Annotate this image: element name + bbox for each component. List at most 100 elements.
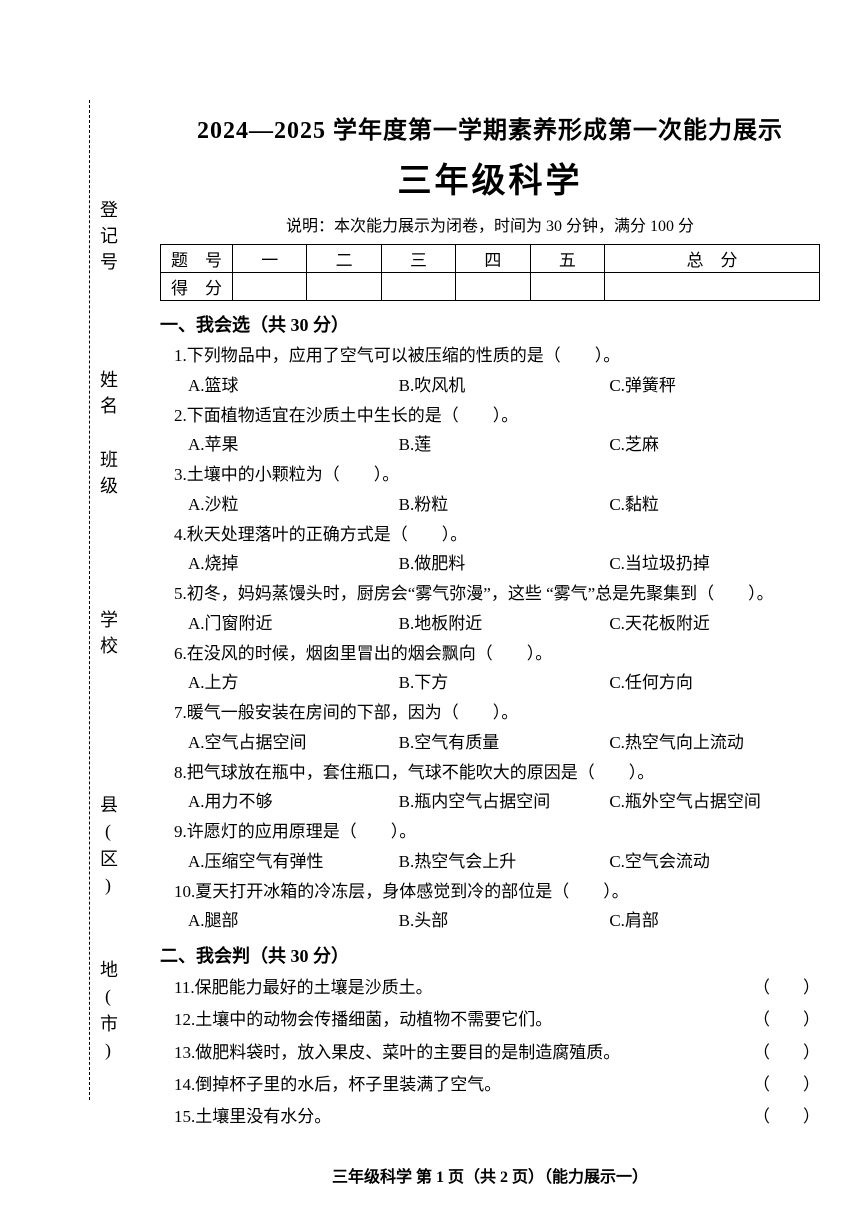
- sidebar-city-label: 地(市): [95, 960, 121, 1068]
- section2-title: 二、我会判（共 30 分）: [160, 942, 820, 968]
- score-col-2: 二: [307, 245, 381, 273]
- exam-note: 说明：本次能力展示为闭卷，时间为 30 分钟，满分 100 分: [160, 212, 820, 236]
- score-table: 题 号 一 二 三 四 五 总 分 得 分: [160, 244, 820, 301]
- q15-text: 15.土壤里没有水分。: [174, 1101, 720, 1133]
- q2-c: C.芝麻: [609, 430, 820, 460]
- sidebar-regno-label: 登记号: [95, 200, 121, 278]
- q4-a: A.烧掉: [188, 549, 399, 579]
- q7-stem: 7.暖气一般安装在房间的下部，因为（ ）。: [174, 698, 820, 728]
- exam-title-line2: 三年级科学: [160, 153, 820, 202]
- q1-stem: 1.下列物品中，应用了空气可以被压缩的性质的是（ ）。: [174, 341, 820, 371]
- score-col-total: 总 分: [605, 245, 820, 273]
- page-content: 2024—2025 学年度第一学期素养形成第一次能力展示 三年级科学 说明：本次…: [160, 110, 820, 1133]
- q5-stem: 5.初冬，妈妈蒸馒头时，厨房会“雾气弥漫”，这些 “雾气”总是先聚集到（ ）。: [174, 579, 820, 609]
- paren-open: （: [720, 1004, 770, 1036]
- paren-open: （: [720, 972, 770, 1004]
- paren-open: （: [720, 1101, 770, 1133]
- score-cell: [456, 273, 530, 301]
- q13: 13.做肥料袋时，放入果皮、菜叶的主要目的是制造腐殖质。 （ ）: [160, 1037, 820, 1069]
- q1-options: A.篮球 B.吹风机 C.弹簧秤: [160, 371, 820, 401]
- q11-text: 11.保肥能力最好的土壤是沙质土。: [174, 972, 720, 1004]
- q10-a: A.腿部: [188, 906, 399, 936]
- score-cell: [381, 273, 455, 301]
- q5-a: A.门窗附近: [188, 609, 399, 639]
- table-row: 得 分: [161, 273, 820, 301]
- q10-stem: 10.夏天打开冰箱的冷冻层，身体感觉到冷的部位是（ ）。: [174, 877, 820, 907]
- q4-options: A.烧掉 B.做肥料 C.当垃圾扔掉: [160, 549, 820, 579]
- score-col-3: 三: [381, 245, 455, 273]
- q1-a: A.篮球: [188, 371, 399, 401]
- q12-text: 12.土壤中的动物会传播细菌，动植物不需要它们。: [174, 1004, 720, 1036]
- q1-b: B.吹风机: [399, 371, 610, 401]
- q8-options: A.用力不够 B.瓶内空气占据空间 C.瓶外空气占据空间: [160, 787, 820, 817]
- q10-c: C.肩部: [609, 906, 820, 936]
- sidebar-class-label: 班级: [95, 450, 121, 502]
- page-footer: 三年级科学 第 1 页（共 2 页）（能力展示一）: [160, 1163, 820, 1187]
- q9-stem: 9.许愿灯的应用原理是（ ）。: [174, 817, 820, 847]
- score-col-4: 四: [456, 245, 530, 273]
- paren-close: ）: [770, 1069, 820, 1101]
- q9-a: A.压缩空气有弹性: [188, 847, 399, 877]
- paren-close: ）: [770, 1004, 820, 1036]
- section1-title: 一、我会选（共 30 分）: [160, 311, 820, 337]
- q3-b: B.粉粒: [399, 490, 610, 520]
- score-cell: [233, 273, 307, 301]
- q8-a: A.用力不够: [188, 787, 399, 817]
- q6-options: A.上方 B.下方 C.任何方向: [160, 668, 820, 698]
- q3-stem: 3.土壤中的小颗粒为（ ）。: [174, 460, 820, 490]
- q3-options: A.沙粒 B.粉粒 C.黏粒: [160, 490, 820, 520]
- q11: 11.保肥能力最好的土壤是沙质土。 （ ）: [160, 972, 820, 1004]
- q8-c: C.瓶外空气占据空间: [609, 787, 820, 817]
- table-row: 题 号 一 二 三 四 五 总 分: [161, 245, 820, 273]
- q13-text: 13.做肥料袋时，放入果皮、菜叶的主要目的是制造腐殖质。: [174, 1037, 720, 1069]
- q2-a: A.苹果: [188, 430, 399, 460]
- q2-stem: 2.下面植物适宜在沙质土中生长的是（ ）。: [174, 401, 820, 431]
- q6-c: C.任何方向: [609, 668, 820, 698]
- score-cell: [530, 273, 604, 301]
- q7-a: A.空气占据空间: [188, 728, 399, 758]
- q9-options: A.压缩空气有弹性 B.热空气会上升 C.空气会流动: [160, 847, 820, 877]
- q4-b: B.做肥料: [399, 549, 610, 579]
- sidebar-school-label: 学校: [95, 610, 121, 662]
- q7-options: A.空气占据空间 B.空气有质量 C.热空气向上流动: [160, 728, 820, 758]
- paren-close: ）: [770, 1037, 820, 1069]
- score-cell: [605, 273, 820, 301]
- q14-text: 14.倒掉杯子里的水后，杯子里装满了空气。: [174, 1069, 720, 1101]
- score-col-1: 一: [233, 245, 307, 273]
- q6-b: B.下方: [399, 668, 610, 698]
- q8-b: B.瓶内空气占据空间: [399, 787, 610, 817]
- q4-stem: 4.秋天处理落叶的正确方式是（ ）。: [174, 520, 820, 550]
- q2-options: A.苹果 B.莲 C.芝麻: [160, 430, 820, 460]
- paren-close: ）: [770, 1101, 820, 1133]
- score-cell: [307, 273, 381, 301]
- q8-stem: 8.把气球放在瓶中，套住瓶口，气球不能吹大的原因是（ ）。: [174, 758, 820, 788]
- q5-b: B.地板附近: [399, 609, 610, 639]
- sidebar-name-label: 姓名: [95, 370, 121, 422]
- sidebar-county-label: 县(区): [95, 795, 121, 903]
- q1-c: C.弹簧秤: [609, 371, 820, 401]
- q3-a: A.沙粒: [188, 490, 399, 520]
- q7-c: C.热空气向上流动: [609, 728, 820, 758]
- q9-c: C.空气会流动: [609, 847, 820, 877]
- q10-options: A.腿部 B.头部 C.肩部: [160, 906, 820, 936]
- q5-options: A.门窗附近 B.地板附近 C.天花板附近: [160, 609, 820, 639]
- q9-b: B.热空气会上升: [399, 847, 610, 877]
- paren-open: （: [720, 1037, 770, 1069]
- score-header: 题 号: [161, 245, 233, 273]
- paren-open: （: [720, 1069, 770, 1101]
- exam-title-line1: 2024—2025 学年度第一学期素养形成第一次能力展示: [160, 110, 820, 145]
- q2-b: B.莲: [399, 430, 610, 460]
- q7-b: B.空气有质量: [399, 728, 610, 758]
- q3-c: C.黏粒: [609, 490, 820, 520]
- q10-b: B.头部: [399, 906, 610, 936]
- q15: 15.土壤里没有水分。 （ ）: [160, 1101, 820, 1133]
- score-col-5: 五: [530, 245, 604, 273]
- score-row-label: 得 分: [161, 273, 233, 301]
- q5-c: C.天花板附近: [609, 609, 820, 639]
- q6-a: A.上方: [188, 668, 399, 698]
- q12: 12.土壤中的动物会传播细菌，动植物不需要它们。 （ ）: [160, 1004, 820, 1036]
- binding-margin: [60, 100, 90, 1100]
- q14: 14.倒掉杯子里的水后，杯子里装满了空气。 （ ）: [160, 1069, 820, 1101]
- q4-c: C.当垃圾扔掉: [609, 549, 820, 579]
- q6-stem: 6.在没风的时候，烟囱里冒出的烟会飘向（ ）。: [174, 639, 820, 669]
